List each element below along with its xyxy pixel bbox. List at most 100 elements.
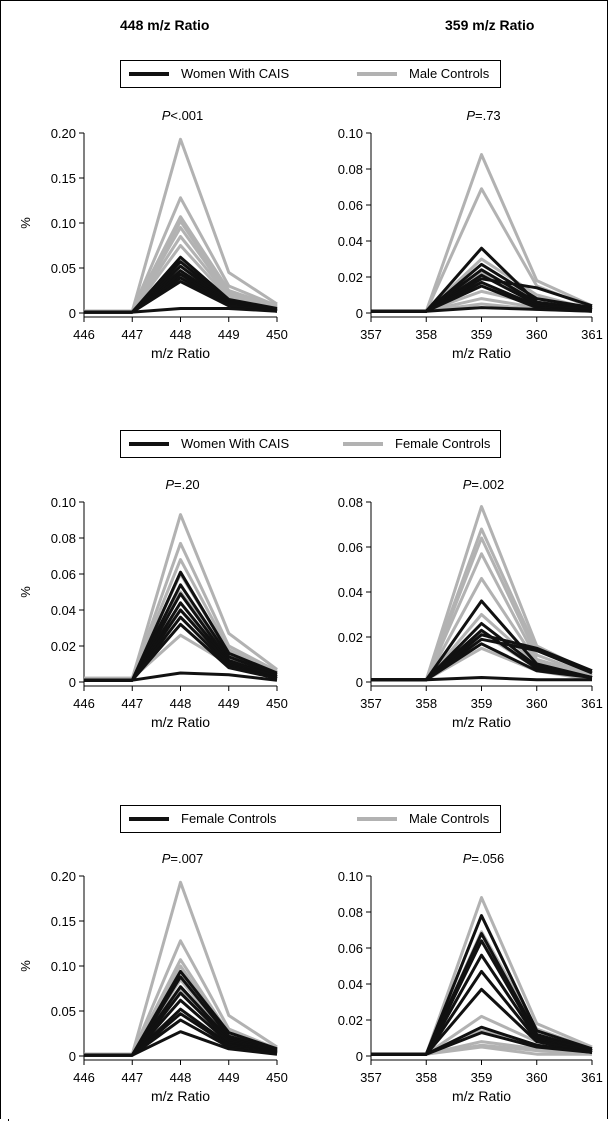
x-tick-label: 360 xyxy=(526,327,548,342)
y-tick-label: 0.10 xyxy=(51,959,76,974)
y-tick-label: 0.05 xyxy=(51,261,76,276)
x-tick-label: 448 xyxy=(170,327,192,342)
x-tick-label: 447 xyxy=(121,1070,143,1085)
legend-row-1: Women With CAIS Male Controls xyxy=(120,60,501,88)
x-tick-label: 358 xyxy=(415,1070,437,1085)
x-axis-label: m/z Ratio xyxy=(151,1088,210,1104)
x-tick-label: 361 xyxy=(581,1070,603,1085)
y-axis-label: % xyxy=(18,960,33,972)
y-tick-label: 0.02 xyxy=(51,639,76,654)
series-line-dark xyxy=(371,676,592,682)
x-tick-label: 446 xyxy=(73,696,95,711)
series-line-dark xyxy=(84,1030,278,1057)
p-value-label: P=.20 xyxy=(165,477,199,492)
x-tick-label: 361 xyxy=(581,696,603,711)
y-tick-label: 0.20 xyxy=(51,126,76,141)
y-tick-label: 0.08 xyxy=(51,531,76,546)
y-tick-label: 0.10 xyxy=(338,126,363,141)
series-line-light xyxy=(371,930,593,1056)
x-tick-label: 449 xyxy=(218,1070,240,1085)
series-line-light xyxy=(84,215,278,313)
x-tick-label: 446 xyxy=(73,1070,95,1085)
legend-item: Female Controls xyxy=(129,806,276,831)
p-symbol: P xyxy=(162,108,171,123)
x-axis-label: m/z Ratio xyxy=(151,345,210,361)
x-tick-label: 361 xyxy=(581,327,603,342)
x-tick-label: 448 xyxy=(170,696,192,711)
p-symbol: P xyxy=(466,108,475,123)
legend-label: Male Controls xyxy=(409,811,490,826)
x-axis-label: m/z Ratio xyxy=(452,1088,511,1104)
y-tick-label: 0.06 xyxy=(338,540,363,555)
p-value: =.002 xyxy=(471,477,504,492)
series-line-dark xyxy=(371,306,593,313)
p-symbol: P xyxy=(463,477,472,492)
y-tick-label: 0 xyxy=(356,1049,363,1064)
y-tick-label: 0.04 xyxy=(338,234,363,249)
y-axis-label: % xyxy=(18,586,33,598)
p-value: =.007 xyxy=(170,851,203,866)
y-tick-label: 0 xyxy=(69,675,76,690)
y-tick-label: 0.10 xyxy=(51,495,76,510)
p-value-label: P=.73 xyxy=(466,108,500,123)
column-header-448: 448 m/z Ratio xyxy=(120,17,210,33)
legend-row-3: Female Controls Male Controls xyxy=(120,805,501,833)
x-tick-label: 450 xyxy=(266,1070,288,1085)
legend-swatch-dark xyxy=(129,71,169,76)
y-tick-label: 0.06 xyxy=(338,198,363,213)
y-tick-label: 0.04 xyxy=(338,977,363,992)
legend-label: Women With CAIS xyxy=(181,436,290,451)
p-value: =.20 xyxy=(174,477,200,492)
y-tick-label: 0.20 xyxy=(51,869,76,884)
legend-item: Female Controls xyxy=(343,431,490,456)
y-tick-label: 0.06 xyxy=(338,941,363,956)
p-symbol: P xyxy=(165,477,174,492)
y-tick-label: 0.15 xyxy=(51,914,76,929)
x-tick-label: 360 xyxy=(526,696,548,711)
y-tick-label: 0.02 xyxy=(338,630,363,645)
x-axis-label: m/z Ratio xyxy=(151,714,210,730)
legend-label: Female Controls xyxy=(395,436,491,451)
y-tick-label: 0 xyxy=(69,1049,76,1064)
y-tick-label: 0.08 xyxy=(338,495,363,510)
x-tick-label: 358 xyxy=(415,327,437,342)
y-tick-label: 0.02 xyxy=(338,1013,363,1028)
series-line-light xyxy=(84,196,278,313)
x-tick-label: 449 xyxy=(218,696,240,711)
column-header-359: 359 m/z Ratio xyxy=(445,17,535,33)
x-tick-label: 359 xyxy=(471,1070,493,1085)
x-tick-label: 447 xyxy=(121,696,143,711)
y-tick-label: 0 xyxy=(69,306,76,321)
y-tick-label: 0.08 xyxy=(338,905,363,920)
x-tick-label: 446 xyxy=(73,327,95,342)
legend-item: Women With CAIS xyxy=(129,61,289,86)
series-line-dark xyxy=(371,1031,593,1056)
x-tick-label: 360 xyxy=(526,1070,548,1085)
p-symbol: P xyxy=(162,851,171,866)
legend-swatch-dark xyxy=(129,441,169,446)
series-line-light xyxy=(84,137,278,313)
legend-label: Women With CAIS xyxy=(181,66,290,81)
y-tick-label: 0.15 xyxy=(51,171,76,186)
legend-swatch-light xyxy=(357,816,397,821)
p-value: <.001 xyxy=(170,108,203,123)
x-tick-label: 450 xyxy=(266,696,288,711)
legend-item: Male Controls xyxy=(357,806,489,831)
x-tick-label: 357 xyxy=(360,696,382,711)
frame-bottom-tick xyxy=(8,1119,9,1121)
legend-label: Male Controls xyxy=(409,66,490,81)
x-tick-label: 359 xyxy=(471,327,493,342)
x-tick-label: 357 xyxy=(360,327,382,342)
legend-item: Women With CAIS xyxy=(129,431,289,456)
p-value: =.056 xyxy=(471,851,504,866)
x-tick-label: 357 xyxy=(360,1070,382,1085)
y-tick-label: 0.10 xyxy=(338,869,363,884)
y-tick-label: 0.02 xyxy=(338,270,363,285)
series-line-light xyxy=(371,153,593,313)
legend-row-2: Women With CAIS Female Controls xyxy=(120,430,501,458)
y-tick-label: 0.04 xyxy=(51,603,76,618)
x-tick-label: 450 xyxy=(266,327,288,342)
legend-label: Female Controls xyxy=(181,811,277,826)
series-line-dark xyxy=(84,671,278,682)
